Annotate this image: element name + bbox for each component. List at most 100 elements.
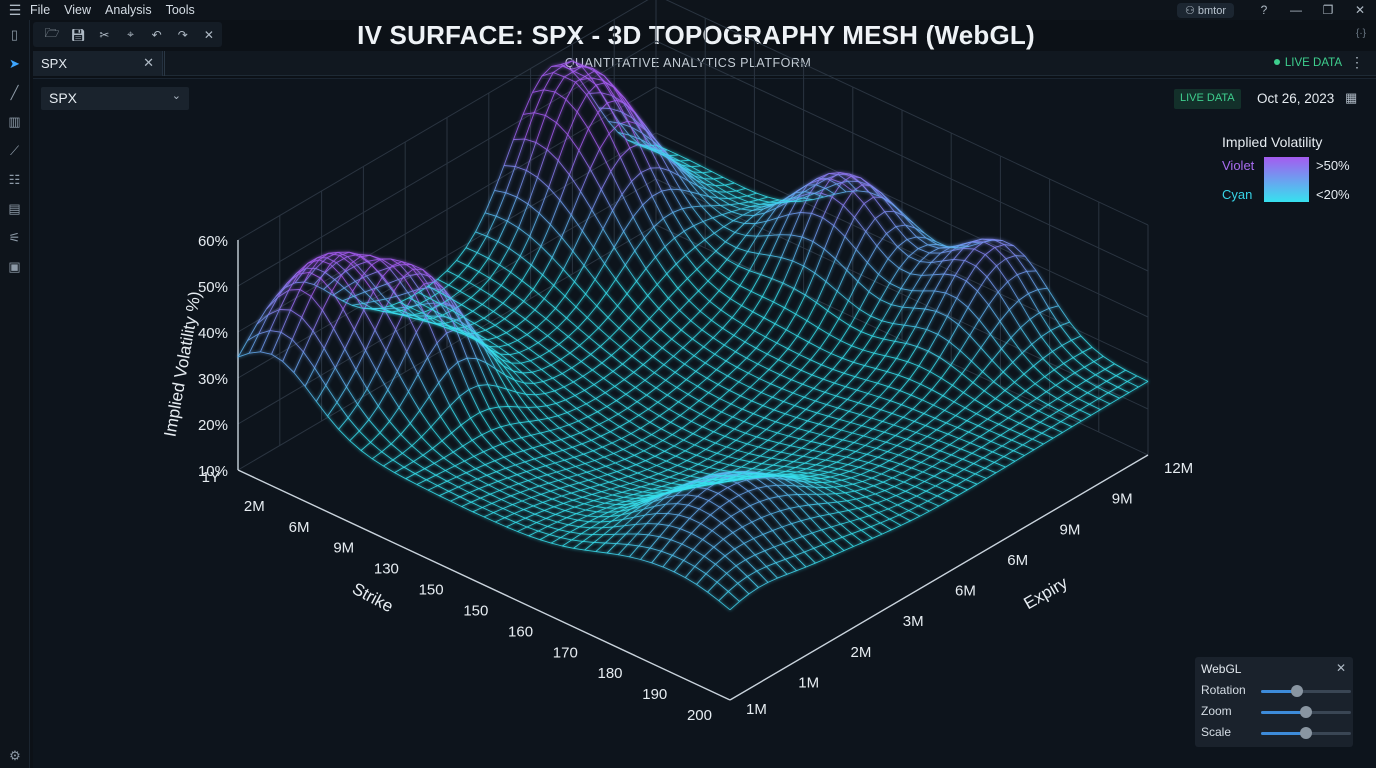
- mesh-line: [787, 335, 798, 350]
- mesh-line: [662, 566, 675, 573]
- menu-tools[interactable]: Tools: [165, 3, 195, 17]
- mesh-line: [814, 193, 824, 198]
- mesh-line: [1024, 255, 1037, 272]
- mesh-line: [968, 431, 980, 438]
- mesh-line: [716, 452, 729, 458]
- menu-file[interactable]: File: [30, 3, 51, 17]
- menu-analysis[interactable]: Analysis: [105, 3, 152, 17]
- mesh-line: [512, 280, 523, 294]
- close-window-icon[interactable]: ✕: [1354, 3, 1366, 17]
- mesh-line: [547, 335, 560, 345]
- mesh-line: [690, 471, 700, 477]
- minimize-icon[interactable]: —: [1290, 3, 1302, 17]
- mesh-line: [968, 425, 979, 433]
- restore-icon[interactable]: ❐: [1322, 3, 1334, 17]
- mesh-line: [303, 351, 315, 369]
- mesh-line: [839, 474, 852, 479]
- tab-close-icon[interactable]: ✕: [143, 55, 154, 70]
- mesh-line: [580, 487, 591, 491]
- close-icon[interactable]: ✕: [203, 27, 214, 42]
- mesh-line: [678, 393, 689, 403]
- terminal-icon[interactable]: ▣: [8, 258, 21, 274]
- code-icon[interactable]: {·}: [1355, 28, 1366, 39]
- mesh-line: [697, 185, 708, 191]
- mesh-line: [720, 205, 732, 213]
- rotation-slider[interactable]: [1261, 685, 1351, 697]
- mesh-line: [527, 407, 540, 421]
- mesh-line: [1068, 404, 1080, 411]
- mesh-line: [880, 299, 892, 306]
- bar-chart-icon[interactable]: ▥: [8, 113, 21, 129]
- zoom-slider-knob[interactable]: [1300, 706, 1312, 718]
- mesh-line: [368, 258, 380, 262]
- mesh-line: [769, 234, 781, 256]
- filters-icon[interactable]: ⚟: [8, 229, 21, 245]
- mesh-line: [497, 220, 508, 242]
- mesh-line: [821, 436, 832, 445]
- mesh-line: [324, 262, 337, 273]
- mesh-line: [769, 496, 779, 500]
- mesh-line: [600, 171, 612, 190]
- settings-gear-icon[interactable]: ⚙: [9, 748, 21, 763]
- mesh-line: [733, 324, 744, 336]
- mesh-line: [897, 361, 908, 376]
- mesh-line: [1041, 427, 1052, 434]
- mesh-line: [679, 517, 691, 530]
- help-icon[interactable]: ?: [1260, 3, 1268, 17]
- user-chip[interactable]: ⚇ bmtor: [1176, 2, 1234, 18]
- histogram-icon[interactable]: ▤: [8, 200, 21, 216]
- target-icon[interactable]: ⌖: [127, 27, 134, 41]
- menu-view[interactable]: View: [64, 3, 92, 17]
- mesh-line: [509, 424, 522, 438]
- mesh-line: [870, 526, 883, 535]
- undo-icon[interactable]: ↶: [151, 27, 162, 42]
- mesh-line: [829, 513, 841, 525]
- mesh-line: [1119, 392, 1130, 399]
- open-folder-icon[interactable]: 🗁: [44, 26, 60, 40]
- mesh-line: [420, 273, 433, 278]
- list-icon[interactable]: ☷: [8, 171, 21, 187]
- mesh-line: [401, 261, 414, 270]
- mesh-line: [645, 460, 657, 466]
- mesh-line: [908, 505, 919, 512]
- mesh-line: [617, 544, 629, 556]
- trendline-icon[interactable]: ⟋: [9, 142, 20, 158]
- mesh-line: [323, 348, 336, 369]
- mesh-line: [803, 388, 815, 398]
- mesh-line: [852, 184, 863, 192]
- line-tool-icon[interactable]: ╱: [10, 84, 19, 100]
- webgl-close-icon[interactable]: ✕: [1335, 661, 1346, 675]
- save-icon[interactable]: 💾︎: [70, 27, 86, 42]
- mesh-line: [401, 310, 413, 316]
- mesh-line: [345, 264, 358, 272]
- new-document-icon[interactable]: ▯: [10, 26, 19, 42]
- mesh-line: [658, 469, 669, 475]
- more-options-icon[interactable]: ⋮: [1350, 54, 1364, 70]
- mesh-line: [483, 451, 495, 462]
- mesh-line: [511, 440, 524, 452]
- pointer-tool-icon[interactable]: ➤: [9, 55, 20, 71]
- zoom-slider[interactable]: [1261, 706, 1351, 718]
- rotation-slider-knob[interactable]: [1291, 685, 1303, 697]
- calendar-icon[interactable]: ▦: [1345, 90, 1358, 105]
- scale-slider-knob[interactable]: [1300, 727, 1312, 739]
- mesh-line: [1020, 327, 1033, 345]
- mesh-line: [536, 522, 548, 527]
- tab-spx[interactable]: SPX ✕: [33, 51, 163, 76]
- redo-icon[interactable]: ↷: [177, 27, 188, 42]
- mesh-line: [635, 464, 648, 470]
- mesh-line: [957, 489, 968, 496]
- symbol-select[interactable]: SPX ⌄: [41, 87, 189, 110]
- mesh-line: [501, 499, 513, 506]
- mesh-line: [960, 442, 971, 450]
- hamburger-menu-icon[interactable]: ☰: [8, 1, 22, 18]
- cut-icon[interactable]: ✂: [99, 27, 110, 42]
- date-display[interactable]: Oct 26, 2023: [1257, 91, 1335, 106]
- scale-slider[interactable]: [1261, 727, 1351, 739]
- mesh-line: [674, 237, 687, 256]
- mesh-line: [622, 449, 635, 456]
- mesh-line: [631, 508, 644, 513]
- mesh-line: [741, 400, 752, 410]
- mesh-line: [696, 179, 708, 191]
